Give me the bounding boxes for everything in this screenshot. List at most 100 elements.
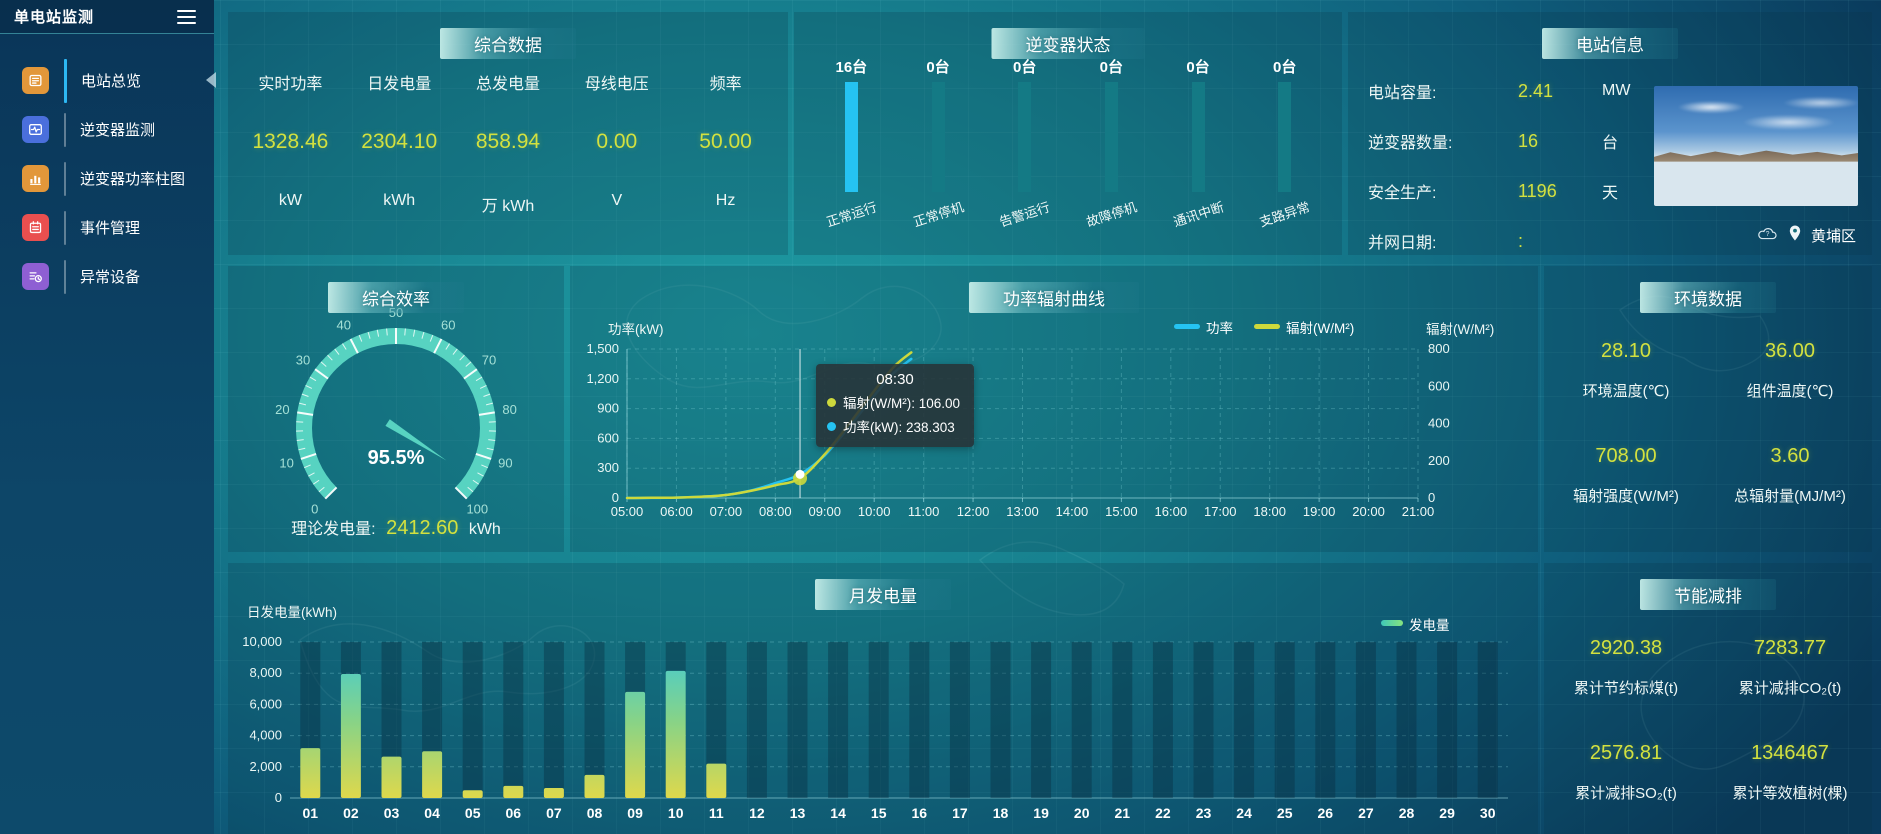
svg-text:16:00: 16:00	[1155, 504, 1188, 519]
info-value: :	[1518, 230, 1524, 251]
inverter-status-bar	[1278, 82, 1292, 192]
tooltip-entry: 辐射(W/M²): 106.00	[827, 392, 963, 412]
active-indicator	[64, 112, 66, 147]
svg-text:辐射(W/M²): 辐射(W/M²)	[1286, 321, 1354, 336]
monthly-generation-chart[interactable]: 0 2,000 4,000 6,000 8,000 10,000 日发电量(kWh) 发电量 0…	[228, 563, 1538, 834]
bar-day-03	[381, 756, 402, 798]
menu-toggle-icon[interactable]	[177, 9, 196, 24]
weather-cloud-icon[interactable]: ?	[1757, 226, 1779, 246]
stat-value: 0.00	[596, 130, 638, 153]
svg-text:15:00: 15:00	[1105, 504, 1138, 519]
inverter-count-label: 0台	[926, 59, 950, 76]
svg-text:0: 0	[1428, 490, 1435, 505]
summary-stat: 母线电压 0.00 V	[562, 70, 671, 216]
svg-text:09:00: 09:00	[808, 504, 841, 519]
power-radiation-chart[interactable]: 0 300 600 900 1,200 1,500 0 200 400 600 800 05:00 06…	[570, 266, 1538, 552]
svg-text:12: 12	[749, 805, 765, 821]
panel-energy-saving: 节能减排 2920.38 累计节约标煤(t) 7283.77 累计减排CO₂(t) 25…	[1544, 563, 1872, 834]
sidebar-item-1[interactable]: 电站总览	[0, 56, 214, 105]
svg-text:27: 27	[1358, 805, 1374, 821]
active-indicator	[64, 58, 67, 103]
svg-text:20:00: 20:00	[1352, 504, 1385, 519]
inverter-count-label: 0台	[1099, 59, 1124, 76]
svg-text:15: 15	[871, 805, 887, 821]
chart-legend[interactable]: 功率 辐射(W/M²)	[1174, 320, 1354, 336]
svg-text:辐射(W/M²): 辐射(W/M²)	[1426, 322, 1494, 337]
stat-value: 858.94	[475, 130, 541, 153]
inverter-status-chart[interactable]: 16台 正常运行 0台 正常停机 0台 告警运行 0台 故障停机 0台 通讯中断 0台 支路异常	[794, 12, 1342, 230]
series-dot	[827, 421, 836, 431]
svg-text:80: 80	[502, 402, 516, 417]
stat-unit: kW	[278, 192, 302, 209]
svg-text:10:00: 10:00	[858, 504, 891, 519]
svg-text:11: 11	[709, 805, 724, 821]
inverter-status-bar	[1104, 82, 1118, 192]
svg-text:21: 21	[1115, 805, 1131, 821]
inverter-power-bars-icon	[22, 165, 49, 192]
inverter-status-label: 告警运行	[997, 199, 1053, 230]
svg-text:05: 05	[465, 805, 481, 821]
svg-text:07: 07	[546, 805, 562, 821]
svg-text:90: 90	[498, 456, 512, 471]
station-location[interactable]: 黄埔区	[1810, 228, 1856, 245]
abnormal-device-icon	[22, 263, 49, 290]
stat-label: 环境温度(℃)	[1582, 383, 1670, 400]
summary-stat: 实时功率 1328.46 kW	[236, 70, 345, 216]
svg-text:14:00: 14:00	[1056, 504, 1089, 519]
sidebar-collapse-arrow[interactable]	[206, 72, 216, 88]
stat-cell: 708.00 辐射强度(W/M²)	[1544, 445, 1708, 506]
tooltip-entry: 功率(kW): 238.303	[827, 416, 963, 436]
sidebar-item-5[interactable]: 异常设备	[0, 252, 214, 301]
stat-value: 708.00	[1595, 445, 1657, 467]
svg-text:21:00: 21:00	[1402, 504, 1435, 519]
stat-unit: Hz	[715, 192, 736, 209]
svg-text:16: 16	[912, 805, 928, 821]
svg-text:24: 24	[1236, 805, 1252, 821]
stat-label: 母线电压	[584, 76, 649, 93]
sidebar-item-3[interactable]: 逆变器功率柱图	[0, 154, 214, 203]
sidebar-item-4[interactable]: 事件管理	[0, 203, 214, 252]
bar-day-06	[503, 785, 524, 798]
sidebar-item-label: 电站总览	[81, 73, 142, 90]
info-unit: 台	[1602, 135, 1619, 152]
svg-text:900: 900	[597, 401, 619, 416]
info-unit: MW	[1602, 82, 1631, 99]
summary-stat: 日发电量 2304.10 kWh	[345, 70, 454, 216]
tooltip-text: 功率(kW): 238.303	[843, 420, 955, 435]
sidebar: 单电站监测 电站总览 逆变器监测 逆变器功率柱图 事件管理 异常设备	[0, 0, 214, 834]
svg-text:13: 13	[790, 805, 806, 821]
inverter-status-bar	[931, 82, 945, 192]
info-value: 16	[1518, 130, 1539, 151]
svg-text:28: 28	[1399, 805, 1415, 821]
active-indicator	[64, 259, 66, 294]
bar-day-09	[625, 691, 646, 798]
chart-legend[interactable]: 发电量	[1381, 618, 1450, 633]
svg-text:?: ?	[1766, 231, 1770, 238]
sidebar-item-2[interactable]: 逆变器监测	[0, 105, 214, 154]
panel-title: 节能减排	[1640, 579, 1776, 610]
svg-text:18: 18	[993, 805, 1009, 821]
inverter-status-column: 0台 故障停机	[1068, 56, 1155, 230]
svg-text:0: 0	[612, 490, 619, 505]
svg-text:200: 200	[1428, 453, 1450, 468]
svg-text:日发电量(kWh): 日发电量(kWh)	[247, 605, 337, 620]
sidebar-item-label: 异常设备	[80, 269, 141, 286]
location-pin-icon[interactable]	[1789, 225, 1801, 246]
stat-label: 累计节约标煤(t)	[1573, 680, 1679, 697]
svg-text:17: 17	[952, 805, 968, 821]
stat-cell: 36.00 组件温度(℃)	[1708, 340, 1872, 401]
svg-text:800: 800	[1428, 341, 1450, 356]
svg-text:18:00: 18:00	[1253, 504, 1286, 519]
tooltip-time: 08:30	[876, 371, 914, 388]
svg-text:20: 20	[1074, 805, 1090, 821]
panel-title: 综合效率	[328, 282, 464, 313]
stat-unit: 万 kWh	[481, 198, 535, 215]
panel-power-radiation: 功率辐射曲线 0 300 600 900 1,200 1,500 0 200 400 600 800…	[570, 266, 1538, 552]
panel-summary-data: 综合数据 实时功率 1328.46 kW 日发电量 2304.10 kWh 总发电量 858.…	[228, 12, 788, 255]
svg-text:09: 09	[627, 805, 643, 821]
stat-unit: V	[611, 192, 623, 209]
inverter-status-column: 0台 支路异常	[1241, 56, 1328, 230]
svg-text:08: 08	[587, 805, 603, 821]
